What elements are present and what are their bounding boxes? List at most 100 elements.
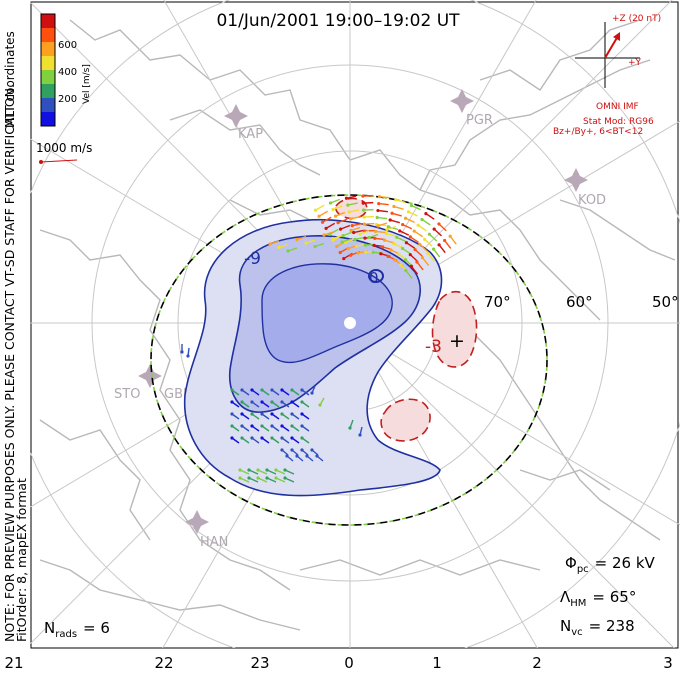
- velocity-vector-origin: [305, 454, 309, 458]
- velocity-vector: [395, 199, 406, 204]
- colorbar-tick-600: 600: [58, 40, 77, 51]
- velocity-vector-origin: [328, 201, 333, 205]
- velocity-vector: [417, 224, 427, 232]
- velocity-vector-origin: [344, 196, 349, 200]
- velocity-vector-origin: [180, 350, 184, 354]
- site-label-han: HAN: [200, 535, 228, 550]
- fitorder-note: FitOrder: 8, mapEX format: [14, 478, 29, 642]
- velocity-vector-origin: [331, 236, 335, 241]
- imf-clock: [575, 22, 640, 88]
- velocity-vector-origin: [361, 201, 365, 205]
- velocity-vector-origin: [240, 400, 244, 404]
- velocity-vector: [248, 469, 259, 475]
- velocity-vector-origin: [290, 436, 294, 440]
- colorbar-cell: [41, 42, 55, 57]
- colorbar-tick-200: 200: [58, 94, 77, 105]
- velocity-vector: [374, 237, 385, 241]
- mlt-label-1: 1: [432, 654, 442, 672]
- velocity-vector: [409, 236, 420, 244]
- latitude-label-50: 50°: [652, 293, 679, 311]
- velocity-vector-origin: [274, 476, 278, 480]
- velocity-vector-origin: [230, 400, 234, 404]
- velocity-vector-origin: [230, 388, 234, 392]
- latitude-label-70: 70°: [484, 293, 511, 311]
- velocity-vector: [337, 218, 348, 224]
- preview-note: NOTE: FOR PREVIEW PURPOSES ONLY. PLEASE …: [2, 84, 17, 642]
- velocity-vector-origin: [423, 237, 427, 241]
- velocity-vector-origin: [290, 424, 294, 428]
- velocity-vector-origin: [250, 400, 254, 404]
- velocity-vector: [377, 209, 388, 213]
- velocity-vector-origin: [392, 242, 396, 246]
- velocity-vector: [433, 248, 441, 258]
- velocity-vector: [347, 202, 358, 206]
- velocity-vector-origin: [381, 245, 385, 249]
- velocity-vector: [239, 477, 250, 483]
- velocity-vector-origin: [250, 436, 254, 440]
- velocity-vector: [345, 237, 356, 243]
- velocity-vector-origin: [352, 230, 356, 235]
- velocity-vector: [428, 233, 438, 242]
- velocity-vector: [444, 240, 452, 249]
- velocity-vector: [413, 230, 423, 238]
- velocity-vector-origin: [437, 243, 441, 247]
- velocity-vector: [322, 216, 332, 223]
- velocity-vector-origin: [385, 227, 389, 232]
- imf-z-label: +Z (20 nT): [612, 14, 661, 24]
- velocity-vector-origin: [290, 448, 294, 452]
- velocity-vector: [239, 469, 250, 475]
- velocity-vector-origin: [300, 448, 304, 452]
- velocity-scale-dot: [39, 160, 43, 164]
- velocity-vector-origin: [427, 232, 431, 236]
- velocity-vector-origin: [398, 229, 402, 233]
- velocity-vector-origin: [238, 468, 242, 472]
- velocity-vector: [438, 223, 447, 232]
- velocity-vector-origin: [300, 424, 304, 428]
- velocity-vector-origin: [331, 207, 335, 212]
- velocity-vector-origin: [317, 214, 321, 218]
- velocity-vector-origin: [406, 210, 411, 214]
- velocity-vector-origin: [333, 214, 338, 218]
- mlt-label-0: 0: [344, 654, 354, 672]
- velocity-vector-origin: [404, 241, 409, 245]
- site-marker-kap: [224, 104, 248, 128]
- velocity-vector-origin: [313, 208, 318, 212]
- velocity-vector-origin: [286, 249, 290, 253]
- velocity-vector-origin: [408, 235, 412, 239]
- site-label-kap: KAP: [238, 127, 263, 142]
- velocity-vector-origin: [270, 400, 274, 404]
- velocity-vector-origin: [390, 211, 394, 215]
- velocity-vector: [427, 252, 435, 262]
- plot-frame: [30, 1, 679, 649]
- velocity-vector-origin: [448, 234, 452, 238]
- site-label-pgr: PGR: [466, 113, 493, 128]
- velocity-vector-origin: [280, 424, 284, 428]
- velocity-vector-origin: [295, 237, 299, 242]
- colorbar: 600 400 200 Vel [m/s]: [40, 13, 92, 127]
- velocity-vector-origin: [250, 424, 254, 428]
- imf-stat-mod: Stat Mod: RG96: [583, 117, 654, 127]
- velocity-vector-origin: [376, 224, 380, 228]
- velocity-vector-origin: [280, 448, 284, 452]
- velocity-vector-origin: [247, 476, 251, 480]
- mlt-label-21: 21: [4, 654, 23, 672]
- velocity-vector-origin: [394, 198, 398, 202]
- velocity-vector-origin: [310, 448, 314, 452]
- velocity-vector-origin: [230, 412, 234, 416]
- velocity-vector-origin: [400, 246, 405, 251]
- site-marker-pgr: [450, 89, 474, 113]
- site-label-kod: KOD: [578, 193, 606, 208]
- velocity-vector: [329, 228, 339, 236]
- velocity-vector-origin: [362, 215, 366, 219]
- velocity-vector: [318, 210, 329, 217]
- velocity-vector-origin: [265, 468, 269, 472]
- potential-minimum: [344, 317, 356, 329]
- velocity-vector: [409, 254, 419, 263]
- colorbar-cell: [41, 98, 55, 113]
- velocity-vector-origin: [304, 241, 308, 245]
- velocity-vector: [325, 222, 336, 229]
- imf-condition: Bz+/By+, 6<BT<12: [553, 127, 643, 137]
- velocity-vector: [248, 477, 259, 483]
- velocity-vector: [391, 212, 402, 217]
- velocity-vector-origin: [290, 400, 294, 404]
